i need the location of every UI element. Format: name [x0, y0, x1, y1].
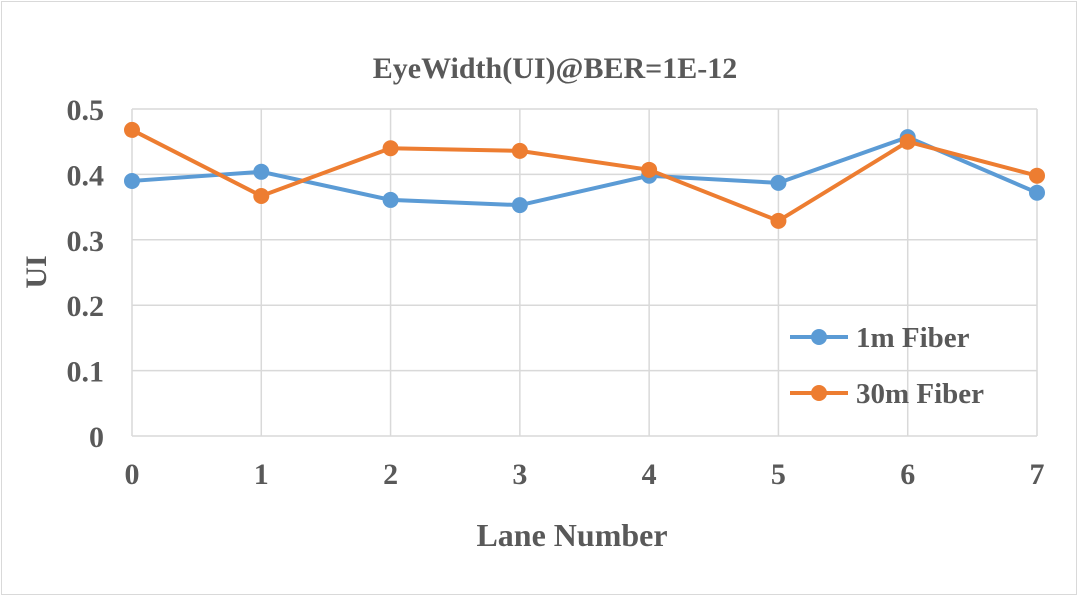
- data-point: [124, 121, 140, 138]
- data-point: [770, 212, 787, 229]
- data-point: [382, 140, 399, 157]
- x-tick-label: 5: [771, 458, 786, 491]
- data-point: [253, 187, 270, 204]
- x-tick-label: 2: [383, 458, 398, 491]
- series-group: [124, 121, 1045, 229]
- y-tick-label: 0.4: [67, 159, 105, 192]
- series-line: [131, 134, 1038, 208]
- chart-title: EyeWidth(UI)@BER=1E-12: [373, 52, 737, 85]
- x-axis-label: Lane Number: [476, 517, 667, 553]
- y-axis-label: UI: [20, 255, 53, 288]
- x-tick-labels: 0 1 2 3 4 5 6 7: [125, 458, 1045, 491]
- data-point: [1029, 184, 1045, 201]
- data-point: [382, 191, 399, 208]
- y-tick-label: 0.5: [67, 94, 105, 127]
- legend-label: 30m Fiber: [856, 378, 984, 410]
- x-tick-label: 1: [254, 458, 269, 491]
- y-tick-label: 0.3: [67, 225, 105, 258]
- y-tick-label: 0.1: [67, 356, 105, 389]
- data-point: [253, 163, 270, 180]
- data-point: [641, 161, 658, 178]
- legend-marker: [811, 329, 827, 345]
- y-tick-labels: 0 0.1 0.2 0.3 0.4 0.5: [67, 94, 105, 454]
- x-tick-label: 6: [900, 458, 915, 491]
- data-point: [511, 142, 528, 159]
- data-point: [899, 133, 916, 150]
- series-1m-fiber: [124, 129, 1045, 214]
- series-30m-fiber: [124, 121, 1045, 229]
- legend-marker: [811, 385, 827, 401]
- x-tick-label: 0: [125, 458, 140, 491]
- x-tick-label: 3: [512, 458, 527, 491]
- data-point: [124, 172, 140, 189]
- series-line: [131, 128, 1038, 224]
- data-point: [1029, 167, 1045, 184]
- gridlines: [131, 108, 1038, 437]
- data-point: [511, 197, 528, 214]
- legend: 1m Fiber 30m Fiber: [790, 322, 984, 410]
- y-tick-label: 0: [89, 421, 104, 454]
- x-tick-label: 7: [1030, 458, 1045, 491]
- data-point: [770, 174, 787, 191]
- legend-label: 1m Fiber: [856, 322, 970, 354]
- x-tick-label: 4: [642, 458, 657, 491]
- y-tick-label: 0.2: [67, 290, 105, 323]
